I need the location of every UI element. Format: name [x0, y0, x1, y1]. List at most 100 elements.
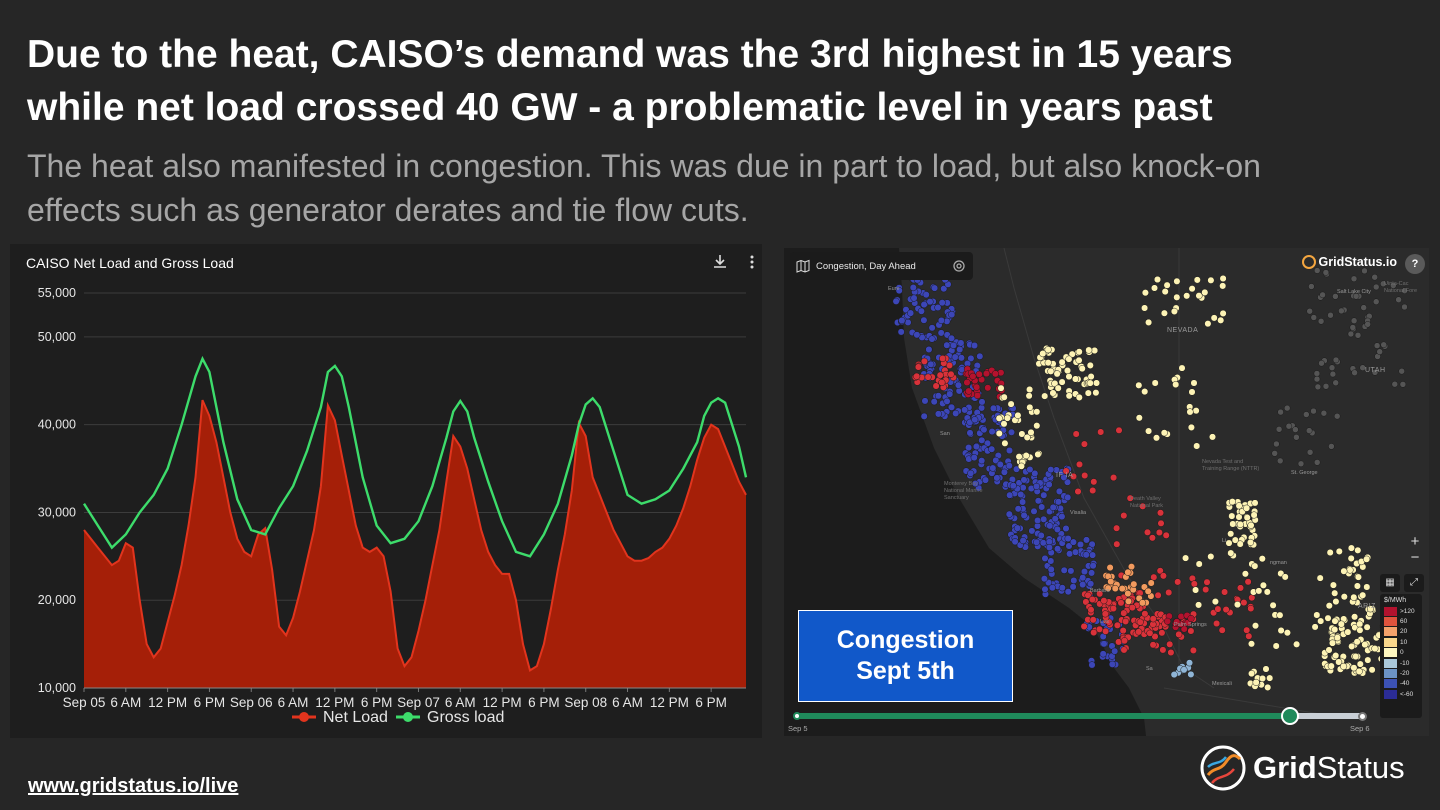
price-node-dot	[1201, 288, 1209, 296]
price-node-dot	[965, 387, 973, 395]
price-node-dot	[1398, 367, 1405, 375]
price-node-dot	[1207, 276, 1215, 284]
price-node-dot	[1000, 468, 1008, 476]
help-button[interactable]: ?	[1405, 254, 1425, 274]
price-node-dot	[1218, 626, 1226, 634]
price-node-dot	[988, 428, 996, 436]
label-mexicali: Mexicali	[1212, 681, 1232, 687]
price-node-dot	[1173, 618, 1181, 626]
price-node-dot	[1076, 540, 1085, 549]
price-node-dot	[1258, 674, 1267, 683]
legend-net-marker	[299, 712, 309, 722]
price-node-dot	[1281, 573, 1289, 581]
time-slider-handle[interactable]	[1281, 707, 1299, 725]
download-icon[interactable]	[710, 252, 730, 272]
price-node-dot	[1356, 660, 1364, 668]
map-brand: GridStatus.io	[1301, 255, 1397, 269]
footer-url-link[interactable]: www.gridstatus.io/live	[28, 775, 239, 797]
price-node-dot	[1325, 602, 1333, 610]
x-tick-label: 12 PM	[148, 695, 187, 710]
price-node-dot	[1090, 478, 1098, 486]
price-node-dot	[1327, 662, 1335, 670]
legend-swatch	[1384, 606, 1397, 616]
price-node-dot	[920, 316, 928, 324]
price-node-dot	[992, 456, 1000, 464]
expand-icon[interactable]: ⤢	[1404, 574, 1424, 592]
price-node-dot	[1363, 555, 1371, 563]
price-node-dot	[1354, 546, 1362, 554]
price-node-dot	[1082, 551, 1090, 559]
price-node-dot	[971, 480, 979, 488]
price-node-dot	[1276, 611, 1284, 619]
price-node-dot	[1240, 599, 1248, 607]
more-vertical-icon[interactable]	[742, 252, 762, 272]
price-node-dot	[1354, 573, 1362, 581]
price-node-dot	[928, 324, 936, 332]
price-node-dot	[1332, 379, 1339, 387]
price-node-dot	[1188, 388, 1196, 396]
price-node-dot	[1152, 434, 1161, 442]
price-node-dot	[1000, 420, 1008, 428]
price-node-dot	[1401, 303, 1408, 311]
label-visalia: Visalia	[1070, 510, 1087, 516]
price-node-dot	[1193, 276, 1201, 284]
price-node-dot	[1347, 330, 1355, 338]
price-node-dot	[1310, 407, 1317, 415]
price-node-dot	[971, 416, 979, 424]
price-node-dot	[909, 284, 917, 292]
zoom-out-button[interactable]: −	[1410, 549, 1420, 566]
price-node-dot	[1108, 660, 1116, 668]
price-node-dot	[1189, 646, 1197, 654]
price-node-dot	[1120, 646, 1128, 654]
price-node-dot	[1353, 582, 1361, 590]
price-node-dot	[1195, 292, 1203, 300]
price-node-dot	[1283, 404, 1291, 412]
time-slider-start[interactable]	[793, 712, 801, 720]
price-node-dot	[1229, 520, 1237, 528]
price-node-dot	[1018, 430, 1026, 438]
price-node-dot	[1188, 285, 1196, 293]
price-node-dot	[1236, 520, 1244, 528]
time-slider-end[interactable]	[1358, 712, 1367, 721]
price-node-dot	[1107, 578, 1115, 586]
price-node-dot	[1151, 632, 1159, 641]
price-node-dot	[1141, 304, 1149, 312]
map-toolbar[interactable]: Congestion, Day Ahead	[790, 252, 973, 280]
gridstatus-logo-icon	[1200, 745, 1246, 791]
price-node-dot	[1316, 574, 1324, 582]
price-node-dot	[1143, 528, 1152, 536]
legend-swatch	[1384, 689, 1397, 699]
price-node-dot	[1006, 491, 1014, 499]
state-border	[1003, 248, 1215, 689]
chart-title: CAISO Net Load and Gross Load	[26, 255, 234, 271]
map-view-icon[interactable]: ▦	[1380, 574, 1400, 592]
price-node-dot	[984, 384, 992, 392]
legend-row: >120	[1384, 606, 1418, 616]
zoom-in-button[interactable]: +	[1410, 533, 1420, 550]
price-node-dot	[1019, 498, 1027, 506]
price-node-dot	[925, 345, 933, 354]
price-node-dot	[1020, 511, 1028, 519]
price-node-dot	[1227, 549, 1235, 557]
price-node-dot	[1147, 579, 1155, 587]
price-node-dot	[1363, 623, 1371, 631]
price-node-dot	[1371, 273, 1378, 281]
price-node-dot	[967, 469, 975, 477]
price-node-dot	[1244, 578, 1252, 586]
price-node-dot	[1155, 528, 1163, 537]
price-node-dot	[1324, 614, 1332, 622]
price-node-dot	[946, 390, 954, 398]
gear-icon[interactable]	[951, 258, 967, 274]
slide-title: Due to the heat, CAISO’s demand was the …	[27, 28, 1417, 134]
price-node-dot	[1351, 613, 1359, 621]
legend-label: <-60	[1400, 690, 1414, 698]
price-node-dot	[898, 316, 906, 325]
price-node-dot	[1041, 554, 1049, 562]
price-node-dot	[1113, 540, 1121, 548]
price-node-dot	[965, 444, 973, 452]
price-node-dot	[1011, 538, 1019, 546]
price-node-dot	[1162, 531, 1170, 539]
price-node-dot	[924, 373, 932, 381]
callout-line-2: Sept 5th	[856, 657, 955, 685]
price-node-dot	[1328, 364, 1336, 371]
